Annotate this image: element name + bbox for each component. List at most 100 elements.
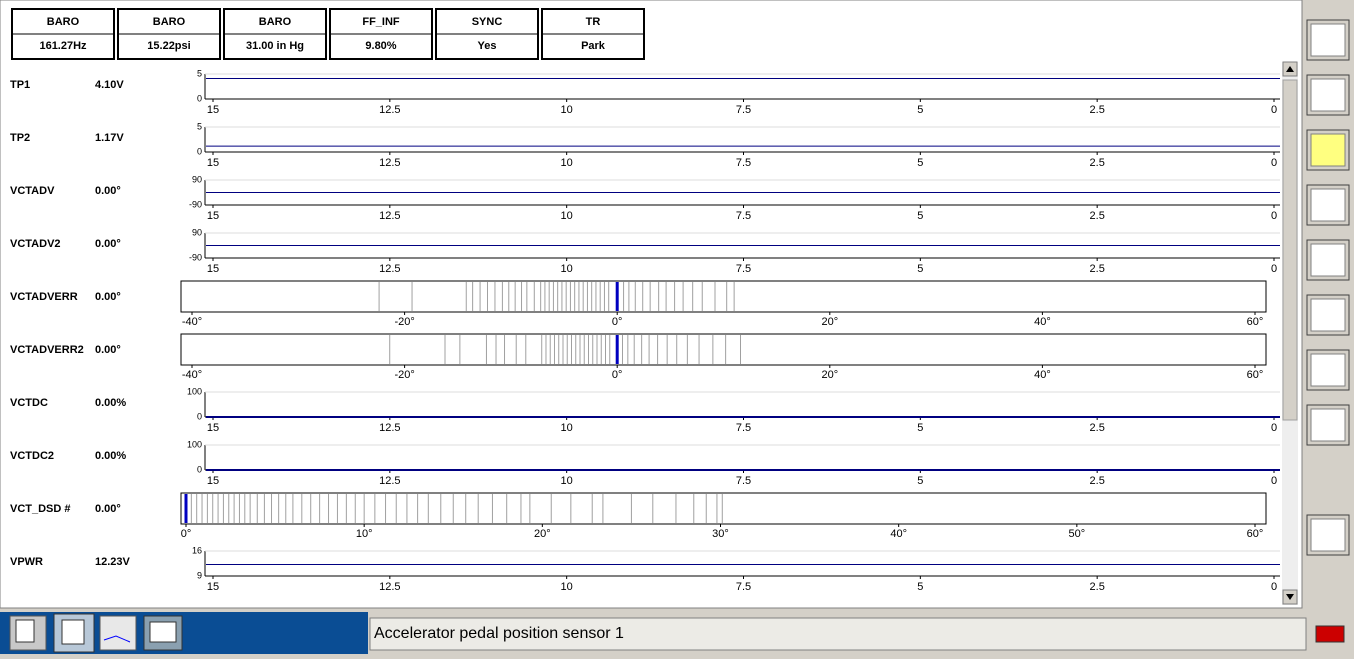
hist-box	[180, 492, 1267, 525]
x-tick-label: 10	[561, 475, 573, 487]
x-tick-label: 10	[561, 422, 573, 434]
x-tick-label: 20°	[821, 316, 838, 328]
x-tick-label: 7.5	[736, 104, 751, 116]
header-value: 15.22psi	[147, 40, 190, 52]
hist-box	[180, 280, 1267, 313]
task-icons[interactable]	[9, 613, 183, 653]
y-tick-label: 5	[197, 121, 202, 131]
x-tick-label: 2.5	[1090, 475, 1105, 487]
x-tick-label: 2.5	[1090, 581, 1105, 593]
param-name: VCTADVERR2	[10, 344, 84, 356]
status-text: Accelerator pedal position sensor 1	[374, 625, 624, 642]
x-tick-label: 40°	[890, 528, 907, 540]
x-tick-label: 10	[561, 581, 573, 593]
x-tick-label: 0	[1271, 422, 1277, 434]
x-tick-label: -40°	[182, 316, 202, 328]
x-tick-label: 7.5	[736, 422, 751, 434]
x-tick-label: -20°	[394, 369, 414, 381]
x-tick-label: 40°	[1034, 316, 1051, 328]
x-tick-label: -20°	[394, 316, 414, 328]
param-name: VCTADVERR	[10, 291, 78, 303]
x-tick-label: -40°	[182, 369, 202, 381]
header-label: BARO	[47, 16, 80, 28]
x-tick-label: 0°	[181, 528, 192, 540]
tool-face	[1310, 23, 1346, 57]
header-value: Park	[581, 40, 606, 52]
x-tick-label: 0	[1271, 210, 1277, 222]
x-tick-label: 15	[207, 157, 219, 169]
x-tick-label: 12.5	[379, 157, 400, 169]
x-tick-label: 15	[207, 475, 219, 487]
y-tick-label: 90	[192, 174, 202, 184]
header-value: 9.80%	[365, 40, 396, 52]
x-tick-label: 60°	[1247, 369, 1264, 381]
x-tick-label: 0°	[612, 369, 623, 381]
param-name: VCT_DSD #	[10, 503, 71, 515]
x-tick-label: 7.5	[736, 581, 751, 593]
x-tick-label: 7.5	[736, 263, 751, 275]
x-tick-label: 5	[917, 422, 923, 434]
x-tick-label: 5	[917, 157, 923, 169]
param-reading: 0.00°	[95, 291, 121, 303]
param-name: VCTDC2	[10, 450, 54, 462]
param-name: VCTDC	[10, 397, 48, 409]
tool-face	[1310, 518, 1346, 552]
y-tick-label: 9	[197, 570, 202, 580]
y-tick-label: 5	[197, 68, 202, 78]
param-reading: 1.17V	[95, 132, 124, 144]
param-reading: 4.10V	[95, 79, 124, 91]
status-box	[369, 617, 1307, 651]
header-label: SYNC	[472, 16, 503, 28]
toolbar[interactable]	[1306, 19, 1350, 556]
x-tick-label: 10	[561, 157, 573, 169]
param-reading: 12.23V	[95, 556, 131, 568]
y-tick-label: 0	[197, 464, 202, 474]
param-reading: 0.00%	[95, 450, 126, 462]
x-tick-label: 5	[917, 263, 923, 275]
x-tick-label: 2.5	[1090, 157, 1105, 169]
y-tick-label: 0	[197, 411, 202, 421]
x-tick-label: 0°	[612, 316, 623, 328]
x-tick-label: 10	[561, 263, 573, 275]
x-tick-label: 20°	[534, 528, 551, 540]
x-tick-label: 40°	[1034, 369, 1051, 381]
x-tick-label: 0	[1271, 263, 1277, 275]
scroll-thumb[interactable]	[1282, 79, 1298, 421]
x-tick-label: 12.5	[379, 475, 400, 487]
param-reading: 0.00°	[95, 344, 121, 356]
param-reading: 0.00°	[95, 238, 121, 250]
x-tick-label: 15	[207, 581, 219, 593]
x-tick-label: 30°	[712, 528, 729, 540]
header-value: 31.00 in Hg	[246, 40, 304, 52]
x-tick-label: 5	[917, 581, 923, 593]
param-name: VPWR	[10, 556, 43, 568]
y-tick-label: 0	[197, 93, 202, 103]
x-tick-label: 12.5	[379, 581, 400, 593]
x-tick-label: 12.5	[379, 104, 400, 116]
x-tick-label: 2.5	[1090, 263, 1105, 275]
x-tick-label: 20°	[821, 369, 838, 381]
param-name: VCTADV2	[10, 238, 61, 250]
x-tick-label: 2.5	[1090, 422, 1105, 434]
header-value: Yes	[478, 40, 497, 52]
x-tick-label: 15	[207, 422, 219, 434]
x-tick-label: 5	[917, 475, 923, 487]
tool-face	[1310, 243, 1346, 277]
tool-face	[1310, 78, 1346, 112]
tool-face	[1310, 133, 1346, 167]
x-tick-label: 50°	[1069, 528, 1086, 540]
param-name: TP1	[10, 79, 30, 91]
x-tick-label: 0	[1271, 104, 1277, 116]
header-label: TR	[586, 16, 601, 28]
x-tick-label: 5	[917, 104, 923, 116]
y-tick-label: 90	[192, 227, 202, 237]
x-tick-label: 7.5	[736, 157, 751, 169]
tool-face	[1310, 408, 1346, 442]
x-tick-label: 60°	[1247, 528, 1264, 540]
x-tick-label: 0	[1271, 581, 1277, 593]
y-tick-label: -90	[189, 252, 202, 262]
y-tick-label: 100	[187, 386, 202, 396]
y-tick-label: 100	[187, 439, 202, 449]
tool-face	[1310, 298, 1346, 332]
